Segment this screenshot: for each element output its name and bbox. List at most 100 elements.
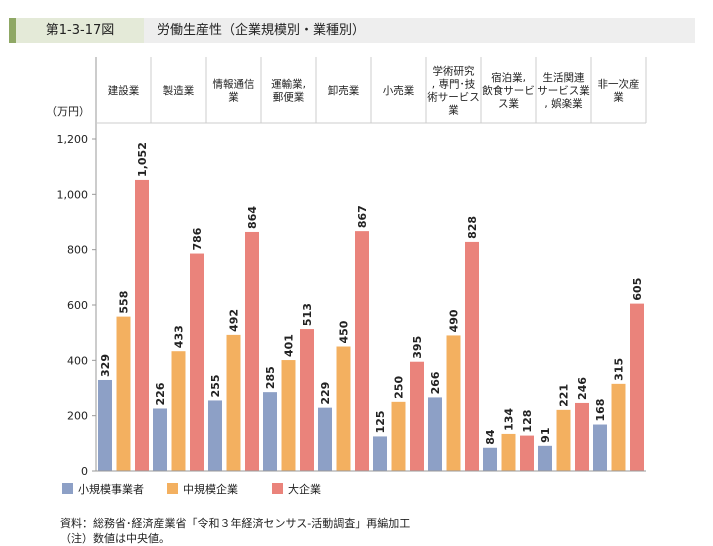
data-label: 229 (319, 382, 332, 405)
bar-1 (318, 407, 332, 471)
category-label: 術サービス (427, 91, 480, 104)
bar-2 (171, 351, 186, 471)
category-label: , 娯楽業 (544, 97, 583, 110)
category-label: , 専門･技 (432, 78, 476, 91)
data-label: 221 (558, 384, 571, 407)
data-label: 558 (118, 291, 131, 314)
bar-2 (611, 383, 626, 471)
data-label: 246 (576, 377, 589, 400)
legend-swatch (62, 483, 73, 494)
data-label: 864 (246, 206, 259, 229)
bar-3 (300, 329, 314, 471)
category-label: 生活関連 (543, 71, 585, 84)
data-label: 128 (521, 410, 534, 433)
data-label: 513 (301, 303, 314, 326)
bar-3 (575, 402, 589, 471)
data-label: 285 (264, 366, 277, 389)
category-label: 情報通信 (213, 78, 255, 91)
bar-3 (410, 361, 424, 471)
legend-swatch (167, 483, 178, 494)
bar-3 (630, 303, 644, 471)
data-label: 492 (228, 309, 241, 332)
bar-3 (190, 253, 204, 471)
bar-3 (135, 179, 149, 472)
category-label: 業 (613, 91, 624, 104)
data-label: 266 (429, 371, 442, 394)
header-stripe (9, 18, 16, 43)
y-tick-label: 400 (67, 354, 88, 367)
data-label: 490 (448, 309, 461, 332)
category-label: サービス業 (537, 84, 590, 97)
category-label: 宿泊業, (491, 71, 526, 84)
category-label: 運輸業, (271, 78, 306, 91)
y-tick-label: 1,200 (57, 133, 89, 146)
category-label: 学術研究 (433, 65, 475, 78)
bar-1 (428, 397, 442, 471)
data-label: 125 (374, 410, 387, 433)
category-label: ス業 (498, 97, 519, 110)
data-label: 168 (594, 399, 607, 422)
data-label: 786 (191, 227, 204, 250)
y-tick-label: 1,000 (57, 188, 89, 201)
legend-label: 大企業 (288, 482, 321, 496)
bar-3 (355, 231, 369, 471)
bar-1 (263, 392, 277, 471)
y-axis-label: （万円） (46, 105, 90, 118)
bar-2 (391, 401, 406, 471)
category-label: 卸売業 (328, 84, 360, 97)
bar-1 (373, 436, 387, 471)
data-label: 395 (411, 336, 424, 359)
data-label: 84 (484, 429, 497, 445)
data-label: 255 (209, 374, 222, 397)
data-label: 605 (631, 278, 644, 301)
bar-1 (538, 445, 552, 471)
category-label: 建設業 (108, 84, 140, 97)
legend-label: 中規模企業 (183, 482, 238, 496)
bar-2 (281, 360, 296, 471)
category-label: 郵便業 (273, 91, 305, 104)
data-label: 329 (99, 354, 112, 377)
data-label: 134 (503, 408, 516, 431)
y-tick-label: 200 (67, 410, 88, 423)
data-label: 450 (338, 320, 351, 343)
category-label: 製造業 (163, 84, 195, 97)
y-tick-label: 0 (81, 465, 88, 478)
footnote: （注）数値は中央値。 (60, 532, 170, 545)
category-label: 業 (448, 104, 459, 117)
data-label: 828 (466, 216, 479, 239)
bar-3 (245, 231, 259, 471)
category-label: 業 (228, 91, 239, 104)
bar-2 (556, 409, 571, 471)
bar-2 (336, 346, 351, 471)
category-label: 飲食サービ (482, 84, 535, 97)
bar-3 (465, 241, 479, 471)
legend-label: 小規模事業者 (78, 482, 144, 496)
bar-1 (208, 400, 222, 471)
bar-2 (501, 433, 516, 471)
data-label: 867 (356, 205, 369, 228)
category-label: 小売業 (383, 84, 415, 97)
bar-1 (153, 408, 167, 471)
figure-number: 第1-3-17図 (16, 18, 144, 43)
data-label: 1,052 (136, 142, 149, 177)
figure-header: 第1-3-17図 労働生産性（企業規模別・業種別） (9, 18, 695, 43)
category-label: 非一次産 (598, 78, 640, 91)
bar-2 (226, 334, 241, 471)
figure-title: 労働生産性（企業規模別・業種別） (157, 23, 366, 38)
data-label: 226 (154, 382, 167, 405)
data-label: 401 (283, 334, 296, 357)
bar-1 (98, 379, 112, 471)
y-tick-label: 600 (67, 299, 88, 312)
data-label: 91 (539, 428, 552, 443)
bar-1 (593, 424, 607, 471)
source-note: 資料：総務省･経済産業省「令和３年経済センサス‐活動調査」再編加工 (60, 517, 411, 530)
bar-2 (116, 316, 131, 471)
data-label: 315 (613, 358, 626, 381)
data-label: 433 (173, 325, 186, 348)
bar-1 (483, 447, 497, 471)
y-tick-label: 800 (67, 244, 88, 257)
data-label: 250 (393, 376, 406, 399)
bar-3 (520, 435, 534, 471)
legend-swatch (272, 483, 283, 494)
